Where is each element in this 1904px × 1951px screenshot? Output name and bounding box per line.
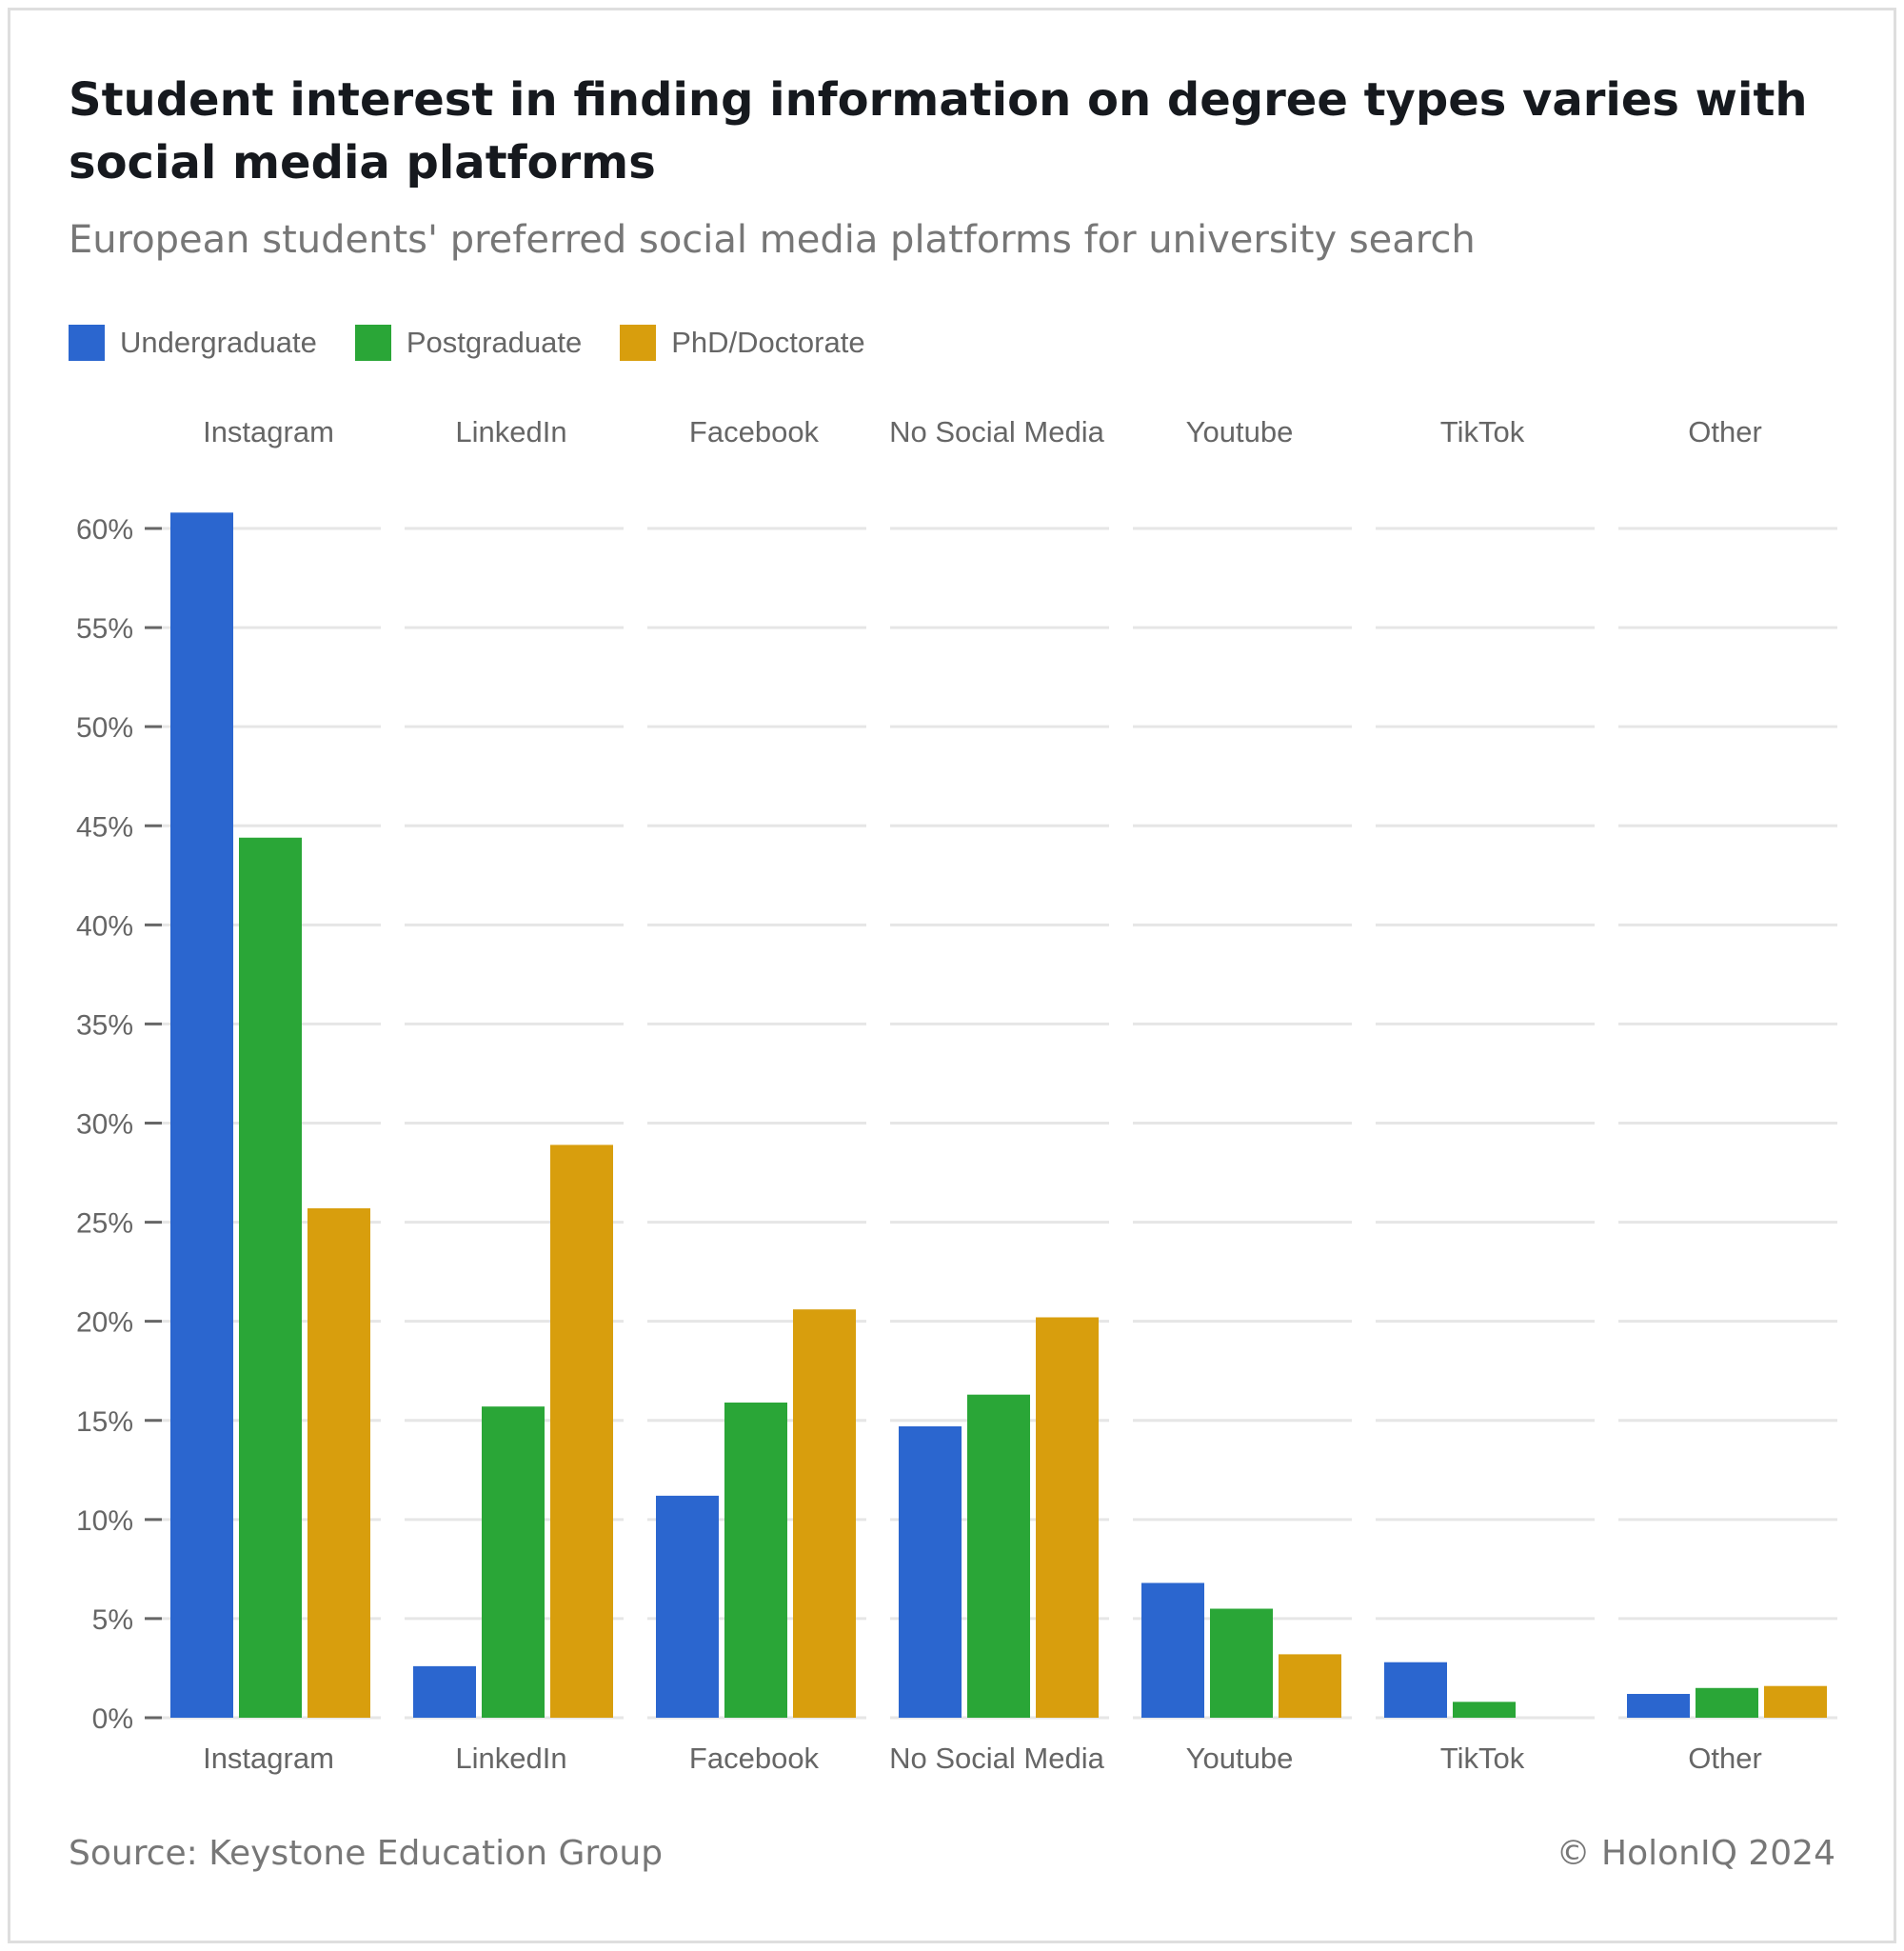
chart-title: Student interest in finding information … [69,73,1808,189]
y-tick-label-40: 40% [76,910,133,942]
legend-label-undergraduate: Undergraduate [120,326,317,359]
bar-other-postgraduate [1696,1687,1758,1718]
legend-swatch-undergraduate [69,325,105,361]
bar-other-undergraduate [1627,1694,1690,1718]
category-label-top-instagram: Instagram [203,415,334,448]
y-tick-label-5: 5% [92,1604,133,1636]
category-label-top-linkedin: LinkedIn [455,415,566,448]
y-tick-label-35: 35% [76,1009,133,1041]
y-tick-label-10: 10% [76,1505,133,1537]
category-label-bottom-other: Other [1688,1742,1762,1775]
bar-chart: 0% 5% 10% 15% 20% 25% 30% 35% 40% 45% 50% 55% 60% Ins… [76,415,1837,1775]
legend-item-postgraduate[interactable]: Postgraduate [354,325,583,361]
bar-tiktok-undergraduate [1384,1662,1447,1718]
legend-label-phd: PhD/Doctorate [671,326,865,359]
y-tick-label-15: 15% [76,1406,133,1438]
chart-subtitle: European students' preferred social medi… [69,218,1476,262]
bar-tiktok-postgraduate [1453,1702,1516,1718]
bar-no-social-media-undergraduate [899,1425,962,1718]
y-tick-label-30: 30% [76,1109,133,1141]
bar-other-phd [1764,1685,1827,1718]
legend-item-undergraduate[interactable]: Undergraduate [69,325,317,361]
category-label-top-other: Other [1688,415,1762,448]
y-tick-label-50: 50% [76,712,133,744]
category-label-bottom-no-social-media: No Social Media [889,1742,1104,1775]
bar-youtube-phd [1279,1654,1341,1718]
category-label-bottom-facebook: Facebook [689,1742,820,1775]
legend-swatch-postgraduate [354,325,391,361]
legend: Undergraduate Postgraduate PhD/Doctorate [69,324,903,362]
y-tick-label-0: 0% [92,1703,133,1735]
category-label-bottom-tiktok: TikTok [1440,1742,1525,1775]
legend-swatch-phd [620,325,657,361]
bar-linkedin-undergraduate [413,1665,476,1718]
bar-facebook-phd [793,1309,856,1718]
legend-label-postgraduate: Postgraduate [406,326,583,359]
bar-no-social-media-phd [1036,1317,1099,1718]
bar-instagram-postgraduate [239,837,302,1718]
category-label-top-youtube: Youtube [1186,415,1294,448]
bar-no-social-media-postgraduate [967,1394,1030,1718]
bar-youtube-postgraduate [1210,1608,1273,1718]
y-tick-label-60: 60% [76,514,133,546]
bar-facebook-undergraduate [656,1495,719,1718]
category-label-bottom-youtube: Youtube [1186,1742,1294,1775]
bar-instagram-undergraduate [170,512,233,1718]
bar-instagram-phd [307,1208,370,1718]
bar-youtube-undergraduate [1141,1583,1204,1718]
bar-linkedin-postgraduate [482,1406,545,1718]
y-tick-label-20: 20% [76,1307,133,1339]
y-tick-label-25: 25% [76,1208,133,1240]
footer-copyright: © HolonIQ 2024 [1556,1834,1835,1873]
category-label-top-tiktok: TikTok [1440,415,1525,448]
y-tick-label-45: 45% [76,811,133,843]
legend-item-phd[interactable]: PhD/Doctorate [620,325,865,361]
category-label-top-no-social-media: No Social Media [889,415,1104,448]
category-label-bottom-instagram: Instagram [203,1742,334,1775]
bar-linkedin-phd [550,1145,613,1718]
footer-source: Source: Keystone Education Group [69,1834,664,1873]
y-tick-label-55: 55% [76,613,133,645]
category-label-top-facebook: Facebook [689,415,820,448]
bar-facebook-postgraduate [724,1403,787,1718]
category-label-bottom-linkedin: LinkedIn [455,1742,566,1775]
